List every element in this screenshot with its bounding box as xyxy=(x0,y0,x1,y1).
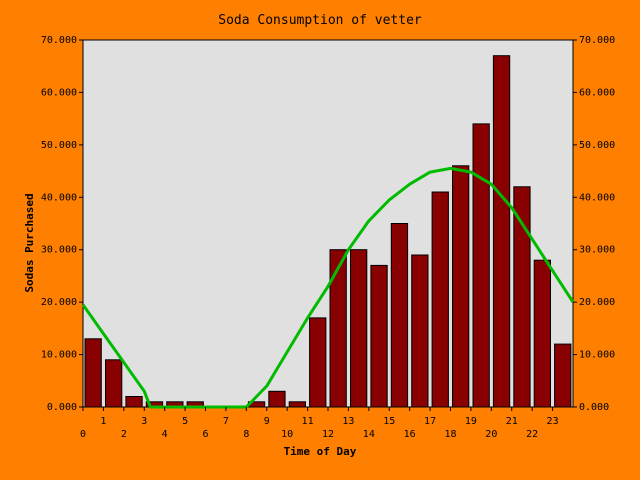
bar-21 xyxy=(513,186,531,408)
y-tick-label-left: 10.000 xyxy=(41,350,77,361)
bar-16 xyxy=(411,254,429,408)
x-tick-label: 3 xyxy=(141,416,147,427)
x-axis-label: Time of Day xyxy=(284,445,357,458)
y-tick-label-right: 30.000 xyxy=(579,245,615,256)
bar-11 xyxy=(309,317,327,408)
bar-0 xyxy=(84,338,102,408)
bar-20 xyxy=(492,55,511,408)
bar-15 xyxy=(390,223,409,408)
y-tick-label-left: 40.000 xyxy=(41,192,77,203)
x-tick-label: 7 xyxy=(223,416,229,427)
x-tick-label: 14 xyxy=(363,429,375,440)
x-tick-label: 6 xyxy=(202,429,208,440)
x-tick-label: 10 xyxy=(281,429,293,440)
y-tick-label-left: 20.000 xyxy=(41,297,77,308)
y-tick-label-right: 70.000 xyxy=(579,35,615,46)
bar-9 xyxy=(268,390,286,408)
chart-title: Soda Consumption of vetter xyxy=(218,13,422,28)
y-tick-label-left: 0.000 xyxy=(47,402,77,413)
bar-1 xyxy=(105,359,123,408)
bar-23 xyxy=(554,343,572,408)
y-tick-label-right: 50.000 xyxy=(579,140,615,151)
bar-group xyxy=(84,55,572,408)
y-tick-label-left: 60.000 xyxy=(41,87,77,98)
x-tick-label: 19 xyxy=(465,416,477,427)
x-tick-label: 18 xyxy=(444,429,456,440)
y-tick-label-right: 0.000 xyxy=(579,402,609,413)
bar-13 xyxy=(350,249,368,408)
y-tick-label-right: 20.000 xyxy=(579,297,615,308)
plot-area xyxy=(82,39,574,408)
y-tick-label-left: 30.000 xyxy=(41,245,77,256)
left-y-axis: 0.000 10.000 20.000 30.000 40.000 50.000 60.00… xyxy=(41,35,83,413)
x-tick-label: 2 xyxy=(121,429,127,440)
y-axis-label: Sodas Purchased xyxy=(23,193,36,292)
bar-2 xyxy=(125,396,143,408)
x-tick-label: 23 xyxy=(547,416,559,427)
y-tick-label-left: 50.000 xyxy=(41,140,77,151)
x-tick-label: 8 xyxy=(243,429,249,440)
x-tick-label: 5 xyxy=(182,416,188,427)
y-tick-label-right: 60.000 xyxy=(579,87,615,98)
x-tick-label: 20 xyxy=(485,429,497,440)
x-tick-label: 13 xyxy=(342,416,354,427)
x-tick-label: 15 xyxy=(383,416,395,427)
trend-line xyxy=(81,166,575,409)
bar-12 xyxy=(329,249,347,408)
x-tick-label: 4 xyxy=(162,429,168,440)
x-tick-label: 22 xyxy=(526,429,538,440)
x-tick-label: 17 xyxy=(424,416,436,427)
x-tick-label: 9 xyxy=(264,416,270,427)
y-tick-label-left: 70.000 xyxy=(41,35,77,46)
bar-14 xyxy=(370,264,388,408)
x-tick-label: 16 xyxy=(404,429,416,440)
bar-10 xyxy=(288,401,307,408)
x-tick-label: 11 xyxy=(302,416,314,427)
x-tick-label: 1 xyxy=(100,416,106,427)
x-tick-label: 21 xyxy=(506,416,518,427)
x-tick-label: 12 xyxy=(322,429,334,440)
right-y-axis: 0.000 10.000 20.000 30.000 40.000 50.000 60.00… xyxy=(573,35,615,413)
bar-18 xyxy=(452,165,470,408)
bar-17 xyxy=(431,191,449,408)
bar-22 xyxy=(533,259,552,408)
y-tick-label-right: 40.000 xyxy=(579,192,615,203)
y-tick-label-right: 10.000 xyxy=(579,350,615,361)
bar-19 xyxy=(472,123,490,408)
x-tick-label: 0 xyxy=(80,429,86,440)
